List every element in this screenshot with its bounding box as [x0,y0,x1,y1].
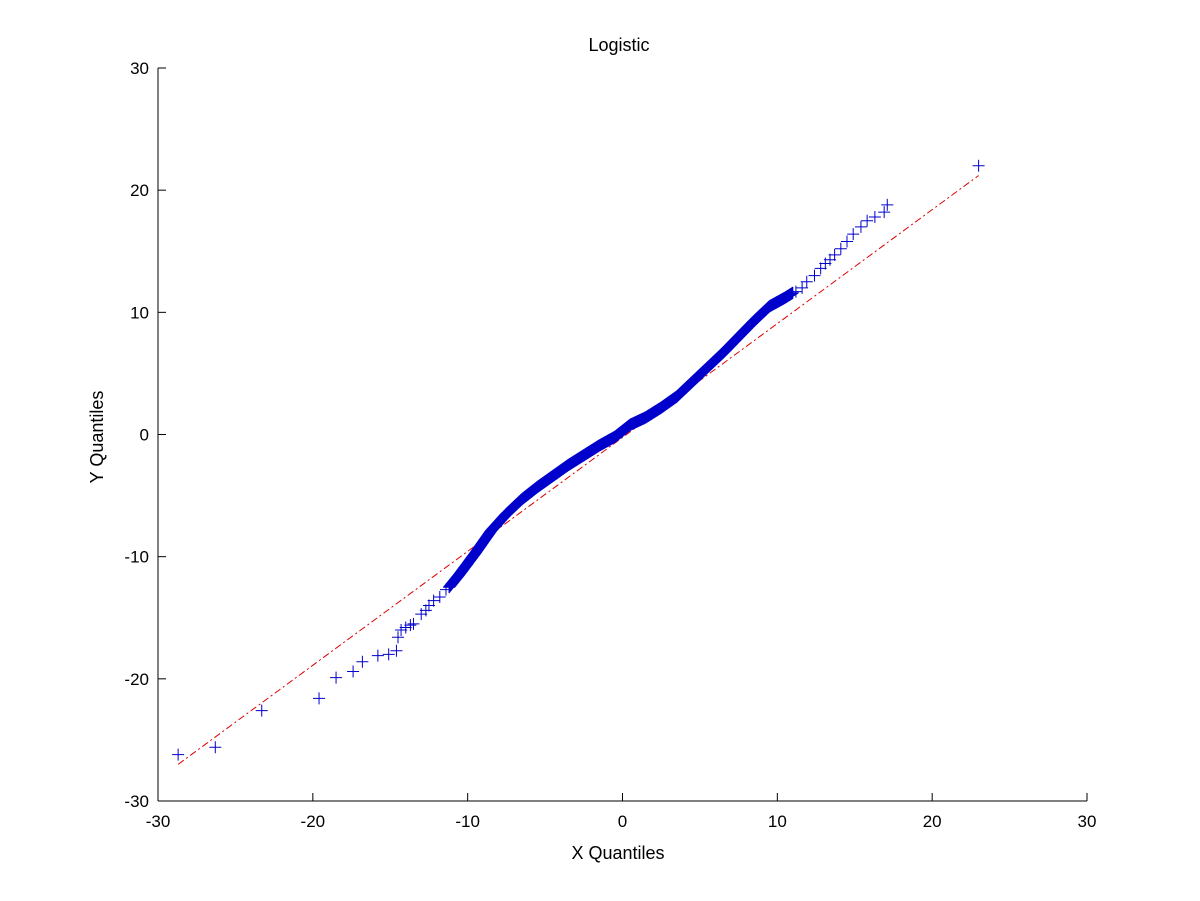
data-point [796,281,809,294]
data-point [209,741,222,754]
data-point [823,253,836,266]
y-axis-label: Y Quantiles [87,391,107,484]
data-point [422,599,435,612]
data-point [395,623,408,636]
data-point [391,631,404,644]
data-point [399,621,412,634]
data-point [172,748,185,761]
x-ticks: -30 -20 -10 0 10 20 30 [146,793,1097,831]
data-point [972,159,985,172]
data-point [427,594,440,607]
data-point [330,671,343,684]
data-point [347,665,360,678]
data-point [881,198,894,211]
data-point [808,269,821,282]
data-point [356,655,369,668]
y-tick-label: 20 [130,181,149,200]
x-tick-label: 20 [923,812,942,831]
y-tick-label: -30 [124,792,149,811]
data-point [814,262,827,275]
data-point [878,206,891,219]
x-tick-label: -10 [455,812,480,831]
y-tick-label: 30 [130,59,149,78]
data-point [834,242,847,255]
data-point [439,583,452,596]
y-tick-label: 0 [140,426,149,445]
data-point [854,220,867,233]
x-axis-label: X Quantiles [571,843,664,863]
data-point [419,604,432,617]
data-point [255,704,268,717]
data-point [433,590,446,603]
x-tick-label: 30 [1078,812,1097,831]
data-point [407,617,420,630]
data-point [371,649,384,662]
y-ticks: -30 -20 -10 0 10 20 30 [124,59,166,811]
data-point [382,648,395,661]
reference-line [177,175,979,765]
y-tick-label: -20 [124,670,149,689]
data-point [861,214,874,227]
data-point [800,275,813,288]
data-points [172,159,985,761]
data-point [868,211,881,224]
x-tick-label: -20 [301,812,326,831]
y-tick-label: -10 [124,548,149,567]
data-point [841,235,854,248]
data-point [404,619,417,632]
data-point [828,248,841,261]
x-tick-label: 10 [768,812,787,831]
data-point [847,228,860,241]
data-point [313,692,326,705]
x-tick-label: -30 [146,812,171,831]
x-tick-label: 0 [618,812,627,831]
data-point [786,286,799,299]
data-point [789,285,802,298]
data-point [390,644,403,657]
chart-title: Logistic [588,35,649,55]
y-tick-label: 10 [130,303,149,322]
